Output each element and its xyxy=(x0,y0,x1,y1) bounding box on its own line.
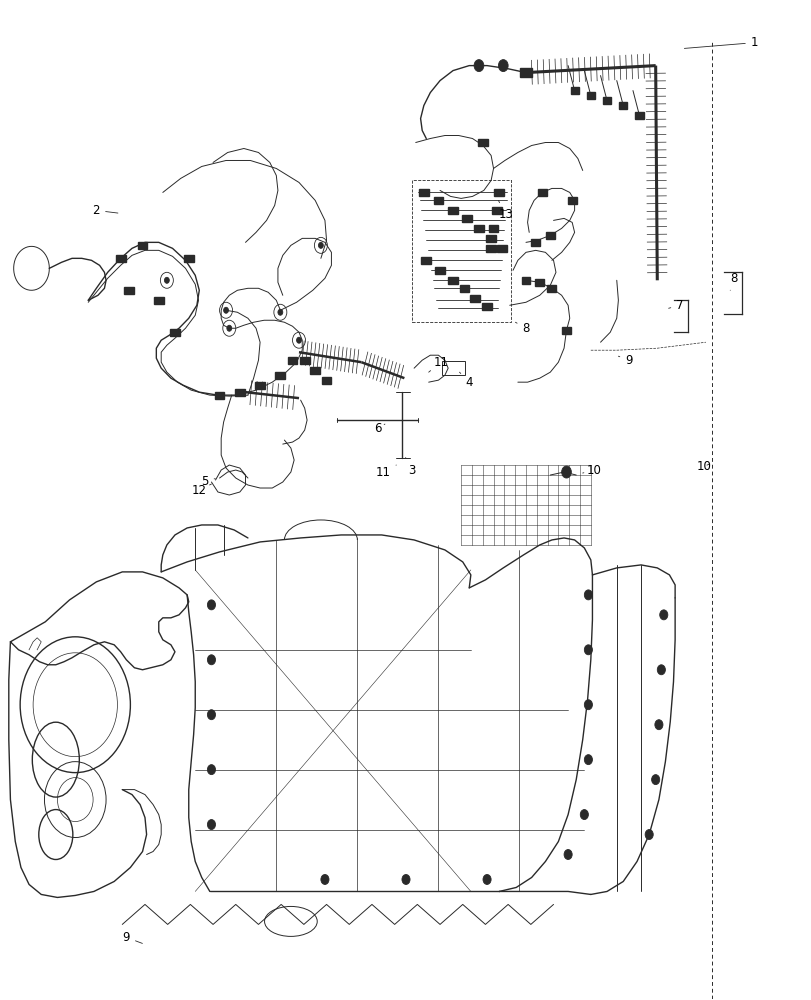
Text: 3: 3 xyxy=(406,458,415,477)
Bar xyxy=(442,361,465,375)
Circle shape xyxy=(656,665,664,675)
Bar xyxy=(567,197,576,204)
Text: 8: 8 xyxy=(729,272,737,290)
Bar xyxy=(488,225,498,232)
Text: 5: 5 xyxy=(201,475,215,488)
Bar xyxy=(545,232,554,239)
Circle shape xyxy=(207,655,215,665)
Bar xyxy=(586,92,594,99)
Bar xyxy=(534,279,543,286)
Text: 2: 2 xyxy=(92,204,118,217)
Circle shape xyxy=(207,710,215,720)
Circle shape xyxy=(580,810,588,820)
Bar xyxy=(154,297,164,304)
Text: 6: 6 xyxy=(373,422,384,435)
Bar xyxy=(603,97,611,104)
Bar xyxy=(491,207,501,214)
Bar xyxy=(418,189,428,196)
Circle shape xyxy=(498,60,508,72)
Text: 11: 11 xyxy=(375,465,396,479)
Circle shape xyxy=(207,765,215,775)
Bar xyxy=(521,277,530,284)
Bar xyxy=(461,215,471,222)
Bar xyxy=(478,139,487,146)
Circle shape xyxy=(296,337,301,343)
Circle shape xyxy=(483,874,491,884)
Bar xyxy=(287,357,297,364)
Bar xyxy=(486,245,496,252)
Bar xyxy=(435,267,444,274)
Bar xyxy=(635,112,642,119)
Bar xyxy=(138,242,148,249)
Bar xyxy=(459,285,469,292)
Bar xyxy=(448,277,457,284)
Text: 9: 9 xyxy=(122,931,142,944)
Circle shape xyxy=(561,466,571,478)
Bar xyxy=(520,68,531,77)
Text: 7: 7 xyxy=(667,299,683,312)
Circle shape xyxy=(223,307,228,313)
Text: 9: 9 xyxy=(618,354,632,367)
Bar xyxy=(448,207,457,214)
Circle shape xyxy=(584,645,592,655)
Circle shape xyxy=(584,590,592,600)
Bar xyxy=(494,189,504,196)
Bar xyxy=(421,257,431,264)
Circle shape xyxy=(644,830,652,840)
Bar xyxy=(470,295,479,302)
Circle shape xyxy=(320,874,328,884)
Bar xyxy=(486,235,496,242)
Text: 1: 1 xyxy=(684,36,757,49)
Bar xyxy=(299,357,309,364)
Bar xyxy=(496,245,506,252)
Circle shape xyxy=(207,600,215,610)
Bar xyxy=(570,87,578,94)
Text: 4: 4 xyxy=(459,372,472,389)
Circle shape xyxy=(654,720,662,730)
Circle shape xyxy=(318,242,323,248)
Bar xyxy=(275,372,285,379)
Bar xyxy=(619,102,627,109)
Circle shape xyxy=(401,874,410,884)
Bar xyxy=(561,327,570,334)
Bar xyxy=(474,225,483,232)
Bar xyxy=(310,367,320,374)
Text: 11: 11 xyxy=(428,356,448,372)
Text: 8: 8 xyxy=(515,322,529,335)
Circle shape xyxy=(650,775,659,785)
Circle shape xyxy=(474,60,483,72)
Text: 10: 10 xyxy=(582,464,601,477)
Bar xyxy=(214,392,224,399)
Bar xyxy=(183,255,193,262)
Bar xyxy=(482,303,491,310)
Circle shape xyxy=(584,755,592,765)
Circle shape xyxy=(165,277,169,283)
Text: 13: 13 xyxy=(498,200,513,221)
Text: 10: 10 xyxy=(696,460,711,473)
Text: 12: 12 xyxy=(191,484,211,497)
Bar xyxy=(116,255,126,262)
Circle shape xyxy=(277,309,282,315)
Bar xyxy=(124,287,134,294)
Circle shape xyxy=(207,820,215,830)
Bar xyxy=(547,285,556,292)
Circle shape xyxy=(226,325,231,331)
Bar xyxy=(321,377,331,384)
Bar xyxy=(169,329,179,336)
Circle shape xyxy=(564,850,572,860)
Circle shape xyxy=(584,700,592,710)
Bar xyxy=(255,382,264,389)
Circle shape xyxy=(659,610,667,620)
Bar xyxy=(537,189,546,196)
Bar xyxy=(433,197,443,204)
Bar xyxy=(234,389,244,396)
Bar xyxy=(530,239,539,246)
